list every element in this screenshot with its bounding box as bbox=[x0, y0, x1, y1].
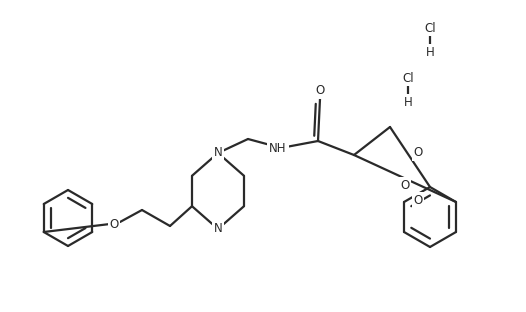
Text: O: O bbox=[400, 179, 410, 192]
Text: N: N bbox=[214, 147, 222, 159]
Text: NH: NH bbox=[269, 143, 287, 155]
Text: Cl: Cl bbox=[424, 22, 436, 35]
Text: Cl: Cl bbox=[402, 71, 414, 85]
Text: O: O bbox=[109, 217, 119, 231]
Text: N: N bbox=[214, 222, 222, 236]
Text: O: O bbox=[413, 193, 423, 207]
Text: H: H bbox=[403, 95, 412, 109]
Text: O: O bbox=[413, 147, 422, 159]
Text: O: O bbox=[316, 85, 325, 97]
Text: H: H bbox=[426, 46, 434, 59]
